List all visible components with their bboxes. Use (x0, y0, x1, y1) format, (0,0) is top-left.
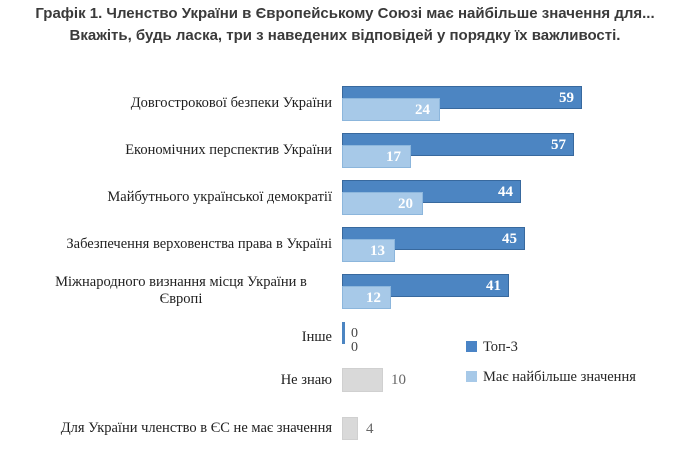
bar-value-top3: 57 (551, 137, 566, 153)
outside-bar-value: 10 (391, 372, 406, 388)
category-label-line2: Європі (159, 291, 203, 307)
bar-most-important: 17 (342, 145, 411, 168)
legend-swatch-top3-icon (466, 341, 477, 352)
bar-most-important: 20 (342, 192, 423, 215)
bar-value-most: 12 (366, 290, 381, 306)
category-label: Майбутнього української демократії (107, 189, 332, 205)
bar-gray (342, 417, 358, 440)
legend-item-top3: Топ-3 (466, 339, 518, 356)
bar-value-most: 20 (398, 196, 413, 212)
bar-value-top3: 44 (498, 184, 513, 200)
bar-value-most: 24 (415, 102, 430, 118)
zero-value-top3: 0 (351, 326, 358, 341)
bar-value-top3: 59 (559, 90, 574, 106)
category-label: Міжнародного визнання місця України в Єв… (0, 274, 332, 308)
category-label: Економічних перспектив України (125, 142, 332, 158)
bar-most-important: 12 (342, 286, 391, 309)
bar-gray (342, 368, 383, 392)
chart-title-line1: Графік 1. Членство України в Європейсько… (35, 5, 655, 22)
outside-bar-value: 4 (366, 421, 374, 437)
zero-value-most: 0 (351, 340, 358, 355)
bar-row-no-importance: Для України членство в ЄС не має значенн… (0, 417, 690, 457)
bar-row-economic-prospects: Економічних перспектив України 57 17 (0, 133, 690, 173)
category-label: Для України членство в ЄС не має значенн… (60, 420, 332, 436)
category-label: Не знаю (280, 372, 332, 388)
bar-row-other: Інше 0 0 (0, 321, 690, 361)
bar-most-important: 13 (342, 239, 395, 262)
bar-value-top3: 45 (502, 231, 517, 247)
chart-title-line2: Вкажіть, будь ласка, три з наведених від… (69, 27, 621, 44)
bar-value-most: 17 (386, 149, 401, 165)
zero-bar-tick (342, 322, 345, 344)
legend-swatch-most-icon (466, 371, 477, 382)
legend-label-top3: Топ-3 (483, 339, 518, 355)
bar-row-long-term-security: Довгострокової безпеки України 59 24 (0, 86, 690, 126)
category-label: Довгострокової безпеки України (130, 95, 332, 111)
category-label-line1: Міжнародного визнання місця України в (55, 274, 307, 290)
legend-label-most: Має найбільше значення (483, 369, 636, 385)
bar-row-dont-know: Не знаю 10 (0, 368, 690, 408)
bar-row-future-democracy: Майбутнього української демократії 44 20 (0, 180, 690, 220)
chart-title: Графік 1. Членство України в Європейсько… (0, 3, 690, 47)
bar-row-international-recognition: Міжнародного визнання місця України в Єв… (0, 274, 690, 314)
category-label: Забезпечення верховенства права в Україн… (66, 236, 332, 252)
category-label: Інше (301, 329, 332, 345)
bar-value-most: 13 (370, 243, 385, 259)
bar-value-top3: 41 (486, 278, 501, 294)
bar-row-rule-of-law: Забезпечення верховенства права в Україн… (0, 227, 690, 267)
bar-most-important: 24 (342, 98, 440, 121)
legend-item-most-important: Має найбільше значення (466, 369, 636, 386)
